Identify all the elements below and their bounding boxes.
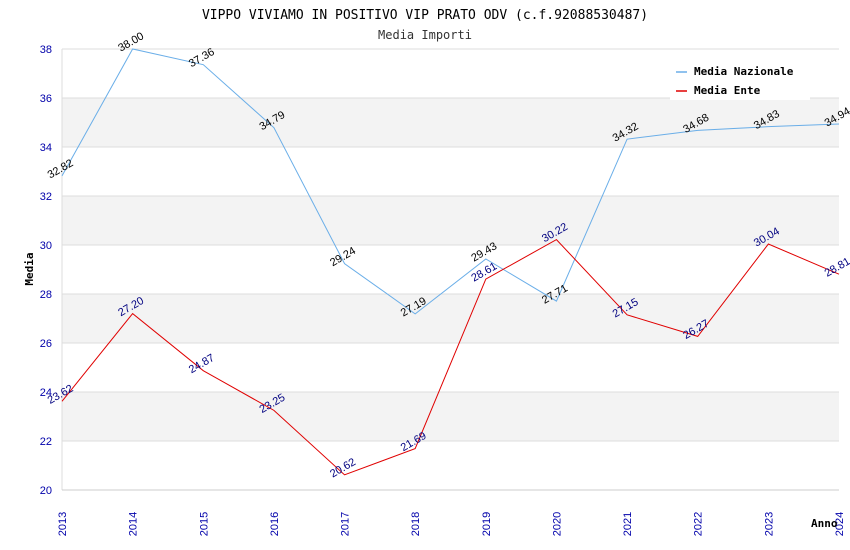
- series-lines: [61, 48, 840, 476]
- y-axis-label: Media: [23, 252, 36, 285]
- x-axis-label: Anno: [811, 517, 838, 530]
- y-tick-label-28: 28: [40, 289, 52, 301]
- chart-subtitle: Media Importi: [378, 28, 472, 42]
- series-line-media-nazionale: [61, 48, 840, 315]
- grid-band: [62, 98, 839, 147]
- chart-title: VIPPO VIVIAMO IN POSITIVO VIP PRATO ODV …: [202, 8, 648, 23]
- y-tick-label-30: 30: [40, 240, 52, 252]
- y-tick-label-24: 24: [40, 387, 52, 399]
- x-tick-label-2017: 2017: [340, 512, 352, 536]
- y-tick-label-38: 38: [40, 44, 52, 56]
- y-tick-label-22: 22: [40, 436, 52, 448]
- grid-bands: [62, 49, 839, 490]
- gridlines: [61, 48, 839, 491]
- grid-band: [62, 392, 839, 441]
- grid-band: [62, 147, 839, 196]
- x-tick-label-2021: 2021: [622, 512, 634, 536]
- series-line-media-ente: [61, 238, 840, 476]
- y-tick-label-20: 20: [40, 485, 52, 497]
- grid-band: [62, 196, 839, 245]
- x-tick-label-2023: 2023: [763, 512, 775, 536]
- y-tick-label-26: 26: [40, 338, 52, 350]
- x-tick-label-2024: 2024: [834, 512, 846, 536]
- legend: Media Nazionale Media Ente: [670, 60, 810, 100]
- x-tick-label-2016: 2016: [269, 512, 281, 536]
- y-tick-label-32: 32: [40, 191, 52, 203]
- x-tick-label-2014: 2014: [128, 512, 140, 536]
- x-tick-label-2015: 2015: [198, 512, 210, 536]
- x-tick-label-2019: 2019: [481, 512, 493, 536]
- y-tick-label-34: 34: [40, 142, 52, 154]
- legend-box: [670, 60, 810, 100]
- grid-band: [62, 343, 839, 392]
- legend-label-media-ente: Media Ente: [694, 84, 761, 97]
- grid-band: [62, 441, 839, 490]
- grid-band: [62, 294, 839, 343]
- x-tick-label-2020: 2020: [551, 512, 563, 536]
- x-tick-label-2022: 2022: [693, 512, 705, 536]
- y-tick-labels: 20 22 24 26 28 30 32 34 36 38: [40, 44, 52, 497]
- x-tick-label-2013: 2013: [57, 512, 69, 536]
- x-tick-label-2018: 2018: [410, 512, 422, 536]
- y-tick-label-36: 36: [40, 93, 52, 105]
- x-tick-labels: 2013 2014 2015 2016 2017 2018 2019 2020 2021 2022…: [57, 512, 846, 536]
- legend-label-media-nazionale: Media Nazionale: [694, 65, 794, 78]
